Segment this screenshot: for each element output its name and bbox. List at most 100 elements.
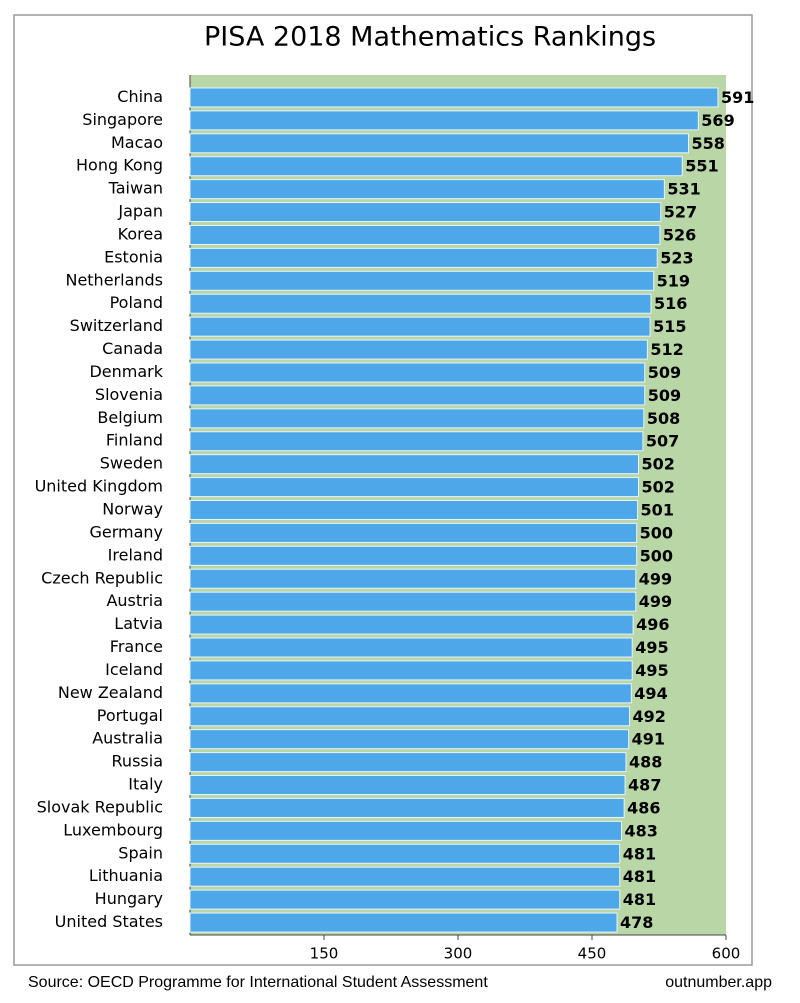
value-label: 492: [633, 707, 666, 726]
value-label: 551: [685, 157, 718, 176]
bar: [189, 224, 661, 245]
value-label: 481: [623, 844, 656, 863]
bar: [189, 202, 662, 223]
value-label: 509: [648, 386, 681, 405]
value-label: 516: [654, 294, 687, 313]
value-label: 508: [647, 409, 680, 428]
value-label: 481: [623, 890, 656, 909]
value-label: 527: [664, 203, 697, 222]
y-tick-label: Latvia: [114, 614, 163, 633]
y-tick-label: Belgium: [97, 408, 163, 427]
bar: [189, 683, 632, 704]
y-tick-label: France: [110, 637, 163, 656]
y-tick-label: Russia: [112, 752, 163, 771]
value-label: 515: [653, 317, 686, 336]
value-label: 512: [650, 340, 683, 359]
value-label: 531: [667, 180, 700, 199]
bar: [189, 477, 639, 498]
value-label: 496: [636, 615, 669, 634]
y-tick-label: Taiwan: [108, 179, 163, 198]
bar: [189, 293, 652, 314]
value-label: 486: [627, 798, 660, 817]
y-tick-label: Iceland: [105, 660, 163, 679]
bar: [189, 820, 622, 841]
bar: [189, 408, 645, 429]
value-label: 481: [623, 867, 656, 886]
y-tick-label: Spain: [118, 843, 163, 862]
bar: [189, 362, 646, 383]
y-tick-label: Portugal: [97, 706, 163, 725]
y-tick-label: Denmark: [89, 362, 163, 381]
value-label: 488: [629, 753, 662, 772]
bar: [189, 889, 621, 910]
y-tick-label: Ireland: [108, 545, 163, 564]
value-label: 495: [635, 661, 668, 680]
chart-title: PISA 2018 Mathematics Rankings: [204, 22, 656, 53]
x-tick-label: 450: [578, 945, 607, 963]
y-tick-label: Austria: [106, 591, 163, 610]
value-label: 499: [639, 569, 672, 588]
y-tick-label: Norway: [102, 500, 163, 519]
y-tick-label: Italy: [128, 775, 163, 794]
x-tick-label: 150: [310, 945, 339, 963]
bar: [189, 637, 633, 658]
value-label: 500: [640, 546, 673, 565]
value-label: 495: [635, 638, 668, 657]
value-label: 558: [691, 134, 724, 153]
y-tick-label: Korea: [118, 224, 163, 243]
bar: [189, 568, 637, 589]
value-label: 499: [639, 592, 672, 611]
y-tick-label: Japan: [117, 202, 163, 221]
y-tick-label: Slovak Republic: [37, 797, 163, 816]
bar: [189, 500, 639, 520]
value-label: 494: [634, 684, 667, 703]
bar: [189, 729, 630, 750]
bar: [189, 316, 651, 337]
bar: [189, 775, 626, 796]
bar: [189, 247, 658, 268]
y-tick-label: Hong Kong: [76, 156, 163, 175]
bar: [189, 912, 618, 933]
bar: [189, 591, 637, 612]
value-label: 500: [640, 523, 673, 542]
value-label: 483: [624, 821, 657, 840]
frame: [13, 14, 753, 966]
y-tick-label: Estonia: [104, 247, 163, 266]
x-tick-label: 300: [444, 945, 473, 963]
value-label: 526: [663, 225, 696, 244]
bar: [189, 454, 639, 475]
value-label: 491: [632, 730, 665, 749]
y-tick-label: Canada: [102, 339, 163, 358]
y-tick-label: China: [117, 87, 163, 106]
y-tick-label: Macao: [111, 133, 163, 152]
value-label: 478: [620, 913, 653, 932]
y-tick-label: Finland: [106, 431, 163, 450]
bar: [189, 385, 646, 406]
y-tick-label: Singapore: [82, 110, 163, 129]
y-tick-label: Sweden: [100, 454, 163, 473]
bar: [189, 522, 638, 543]
y-tick-label: United States: [55, 912, 163, 931]
source: Source: OECD Programme for International…: [28, 974, 488, 991]
x-tick-label: 600: [712, 945, 741, 963]
y-tick-label: United Kingdom: [35, 477, 163, 496]
value-label: 519: [657, 271, 690, 290]
y-tick-label: New Zealand: [58, 683, 163, 702]
y-tick-label: Czech Republic: [41, 568, 163, 587]
value-label: 501: [641, 501, 674, 520]
bar: [189, 133, 689, 154]
y-tick-label: Lithuania: [89, 866, 163, 885]
bar: [189, 843, 621, 864]
bar: [189, 87, 719, 108]
bar: [189, 706, 631, 727]
bar: [189, 179, 665, 200]
bar: [189, 797, 625, 818]
value-label: 487: [628, 776, 661, 795]
bar: [189, 866, 621, 887]
credit: outnumber.app: [665, 974, 772, 991]
y-tick-label: Netherlands: [65, 270, 163, 289]
bar: [189, 752, 627, 773]
bar: [189, 110, 699, 131]
value-label: 502: [641, 478, 674, 497]
